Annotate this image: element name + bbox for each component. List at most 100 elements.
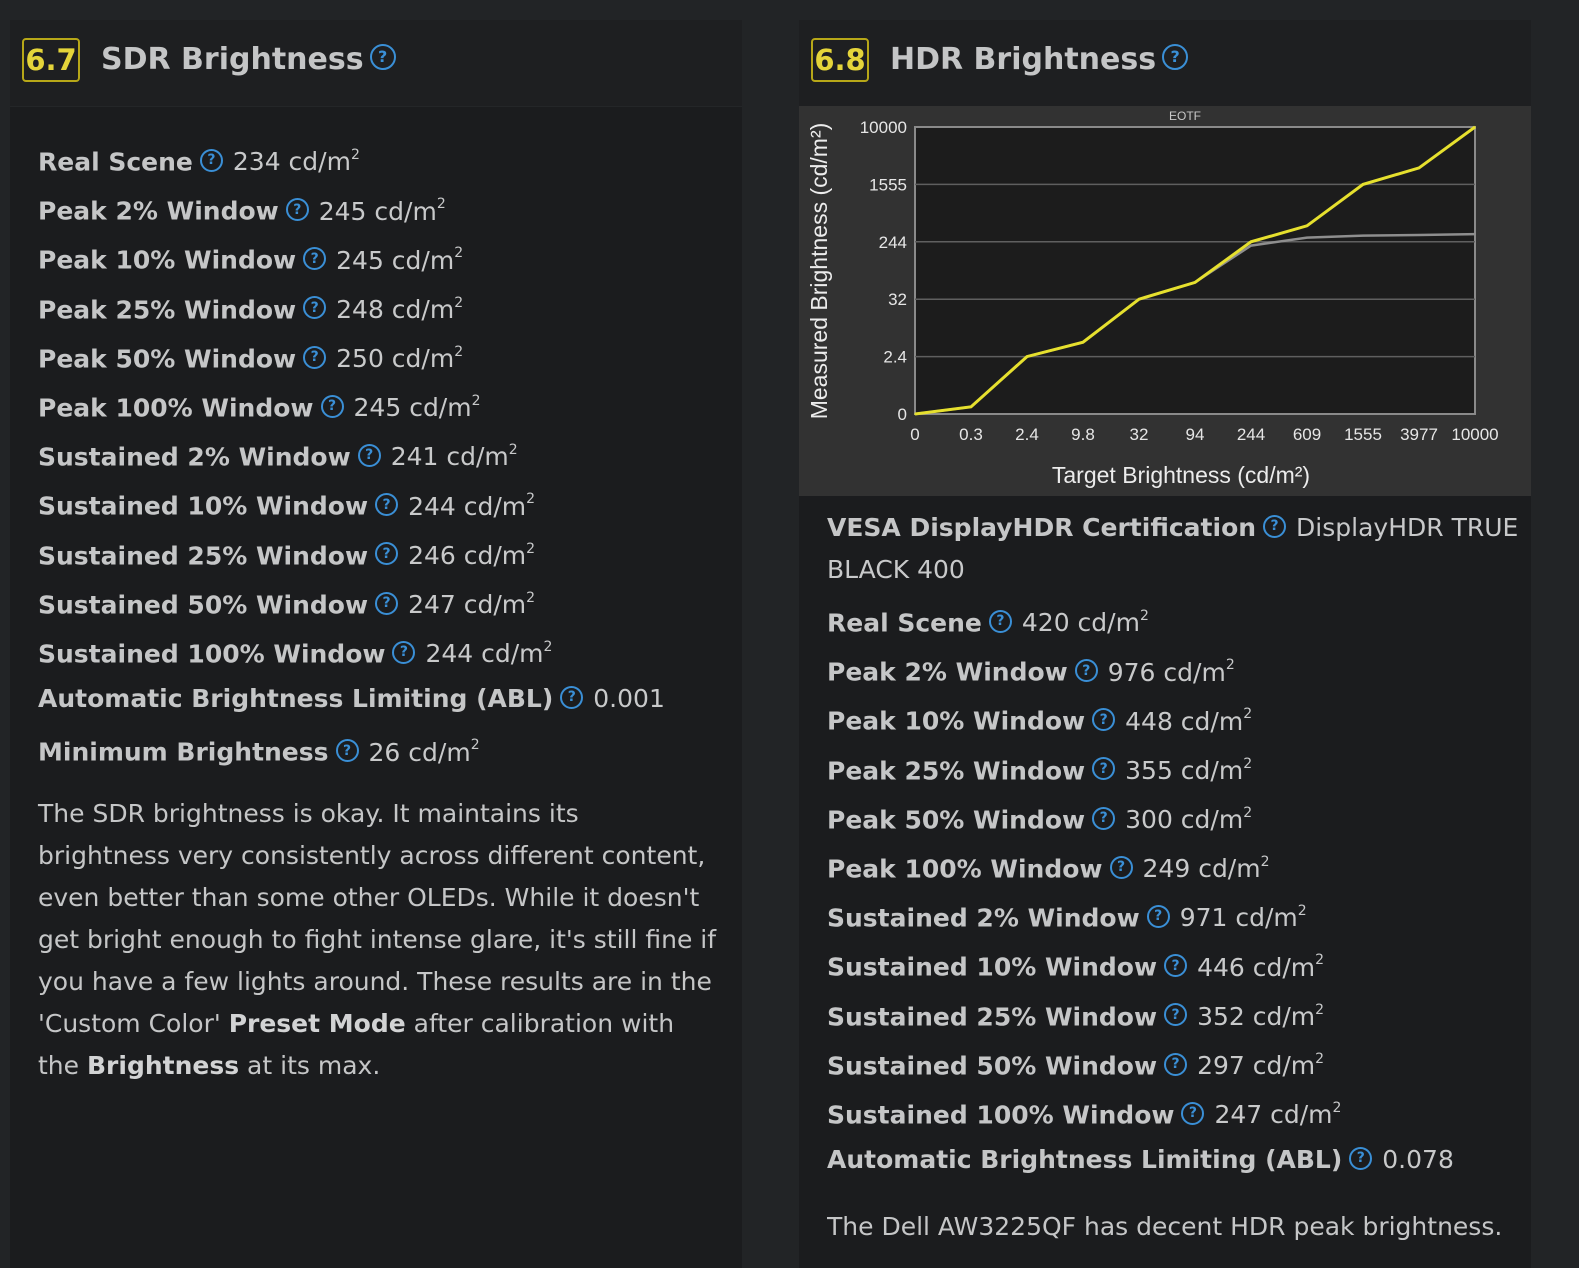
help-icon[interactable]: ? bbox=[1181, 1101, 1205, 1125]
y-tick-label: 0 bbox=[898, 405, 907, 424]
measurement-value: 355 cd/m2 bbox=[1125, 756, 1252, 785]
data-point bbox=[1474, 126, 1476, 128]
measurement-label: Sustained 2% Window bbox=[827, 903, 1140, 933]
eotf-chart: 0 2.4 32 244 1555 10000 0 0.3 2.4 9.8 32 94 244 609 15… bbox=[799, 106, 1531, 496]
help-icon[interactable]: ? bbox=[375, 591, 399, 615]
data-point bbox=[1250, 244, 1252, 247]
help-icon[interactable]: ? bbox=[1349, 1146, 1373, 1170]
help-icon[interactable]: ? bbox=[1263, 514, 1287, 538]
help-icon[interactable]: ? bbox=[1092, 806, 1116, 830]
preset-mode-term: Preset Mode bbox=[228, 1009, 406, 1038]
measurement-label: Peak 10% Window bbox=[38, 245, 297, 275]
help-icon[interactable]: ? bbox=[303, 296, 327, 320]
unit-superscript: 2 bbox=[526, 540, 536, 557]
help-icon[interactable]: ? bbox=[285, 198, 309, 222]
unit-superscript: 2 bbox=[1297, 903, 1307, 920]
measurement-value-text: 246 cd/m bbox=[408, 540, 527, 570]
data-point bbox=[1306, 236, 1308, 239]
measurement-label: Real Scene bbox=[38, 147, 193, 177]
measurement-label: Automatic Brightness Limiting (ABL) bbox=[38, 684, 554, 714]
hdr-section-header: 6.8 HDR Brightness? bbox=[799, 20, 1531, 107]
help-icon[interactable]: ? bbox=[1164, 1052, 1188, 1076]
measurement-value-text: 234 cd/m bbox=[232, 147, 351, 177]
help-icon[interactable]: ? bbox=[335, 739, 359, 763]
help-icon[interactable]: ? bbox=[375, 542, 399, 566]
measurement-label: Automatic Brightness Limiting (ABL) bbox=[827, 1145, 1343, 1175]
help-icon[interactable]: ? bbox=[392, 640, 416, 664]
unit-superscript: 2 bbox=[470, 737, 480, 754]
y-tick-label: 10000 bbox=[860, 118, 907, 137]
data-point bbox=[1082, 341, 1084, 344]
data-point bbox=[914, 413, 916, 415]
unit-superscript: 2 bbox=[543, 638, 553, 655]
measurement-row: Sustained 2% Window? 241 cd/m2 bbox=[38, 428, 738, 477]
sdr-description-text: The SDR brightness is okay. It maintains… bbox=[38, 799, 717, 1038]
hdr-section-title: HDR Brightness? bbox=[890, 42, 1189, 77]
measurement-value: 976 cd/m2 bbox=[1108, 657, 1235, 686]
help-icon[interactable]: ? bbox=[199, 148, 223, 172]
measurement-row: Peak 100% Window? 249 cd/m2 bbox=[827, 840, 1527, 889]
help-icon[interactable]: ? bbox=[320, 394, 344, 418]
x-tick-label: 1555 bbox=[1344, 425, 1382, 444]
help-icon[interactable]: ? bbox=[1074, 659, 1098, 683]
unit-superscript: 2 bbox=[1243, 804, 1253, 821]
measurement-value: 0.078 bbox=[1382, 1145, 1454, 1174]
measurement-value: 247 cd/m2 bbox=[1214, 1100, 1341, 1129]
help-icon[interactable]: ? bbox=[357, 443, 381, 467]
help-icon[interactable]: ? bbox=[369, 43, 396, 70]
measurement-row: Sustained 100% Window? 244 cd/m2 bbox=[38, 625, 738, 674]
help-icon[interactable]: ? bbox=[303, 247, 327, 271]
y-tick-label: 244 bbox=[879, 233, 907, 252]
measurement-label: Peak 50% Window bbox=[827, 805, 1086, 835]
measurement-value-text: 0.001 bbox=[593, 684, 665, 714]
help-icon[interactable]: ? bbox=[1164, 1003, 1188, 1027]
measurement-label: Sustained 100% Window bbox=[827, 1100, 1175, 1130]
help-icon[interactable]: ? bbox=[1092, 757, 1116, 781]
hdr-score-badge: 6.8 bbox=[811, 38, 869, 82]
unit-superscript: 2 bbox=[1243, 706, 1253, 723]
measurement-row: Sustained 10% Window? 446 cd/m2 bbox=[827, 938, 1527, 987]
measurement-value-text: 244 cd/m bbox=[425, 639, 544, 669]
unit-superscript: 2 bbox=[526, 589, 536, 606]
measurement-value: 250 cd/m2 bbox=[336, 344, 463, 373]
y-tick-label: 2.4 bbox=[883, 348, 907, 367]
unit-superscript: 2 bbox=[1225, 657, 1235, 674]
y-tick-label: 1555 bbox=[869, 175, 907, 194]
help-icon[interactable]: ? bbox=[988, 609, 1012, 633]
data-point bbox=[1026, 355, 1028, 358]
hdr-title-text: HDR Brightness bbox=[890, 42, 1157, 77]
unit-superscript: 2 bbox=[526, 491, 536, 508]
x-tick-label: 2.4 bbox=[1015, 425, 1039, 444]
unit-superscript: 2 bbox=[1332, 1099, 1342, 1116]
unit-superscript: 2 bbox=[1260, 853, 1270, 870]
unit-superscript: 2 bbox=[454, 245, 464, 262]
measurement-value: 247 cd/m2 bbox=[408, 590, 535, 619]
sdr-description: The SDR brightness is okay. It maintains… bbox=[38, 793, 718, 1087]
data-point bbox=[1306, 225, 1308, 227]
measurement-value: 26 cd/m2 bbox=[369, 737, 480, 766]
data-point bbox=[1362, 234, 1364, 237]
help-icon[interactable]: ? bbox=[303, 345, 327, 369]
help-icon[interactable]: ? bbox=[1146, 904, 1170, 928]
measurement-label: Sustained 10% Window bbox=[827, 952, 1158, 982]
measurement-value: DisplayHDR TRUE BLACK 400 bbox=[827, 513, 1518, 584]
measurement-row: Sustained 25% Window? 352 cd/m2 bbox=[827, 988, 1527, 1037]
measurement-row: Peak 25% Window? 248 cd/m2 bbox=[38, 281, 738, 330]
measurement-value-text: 971 cd/m bbox=[1179, 903, 1298, 933]
help-icon[interactable]: ? bbox=[1092, 708, 1116, 732]
unit-superscript: 2 bbox=[1315, 952, 1325, 969]
help-icon[interactable]: ? bbox=[560, 685, 584, 709]
measurement-value: 446 cd/m2 bbox=[1197, 952, 1325, 982]
measurement-label: Sustained 25% Window bbox=[827, 1001, 1158, 1031]
measurement-value: 241 cd/m2 bbox=[391, 442, 518, 471]
measurement-value-text: 446 cd/m bbox=[1197, 952, 1316, 982]
measurement-label: Sustained 50% Window bbox=[38, 590, 369, 620]
help-icon[interactable]: ? bbox=[1109, 855, 1133, 879]
measurement-label: Peak 100% Window bbox=[38, 393, 314, 423]
help-icon[interactable]: ? bbox=[375, 493, 399, 517]
measurement-value-text: 355 cd/m bbox=[1125, 755, 1244, 785]
help-icon[interactable]: ? bbox=[1162, 43, 1189, 70]
chart-title: EOTF bbox=[1169, 109, 1201, 123]
help-icon[interactable]: ? bbox=[1164, 954, 1188, 978]
measurement-value-text: 249 cd/m bbox=[1142, 854, 1261, 884]
